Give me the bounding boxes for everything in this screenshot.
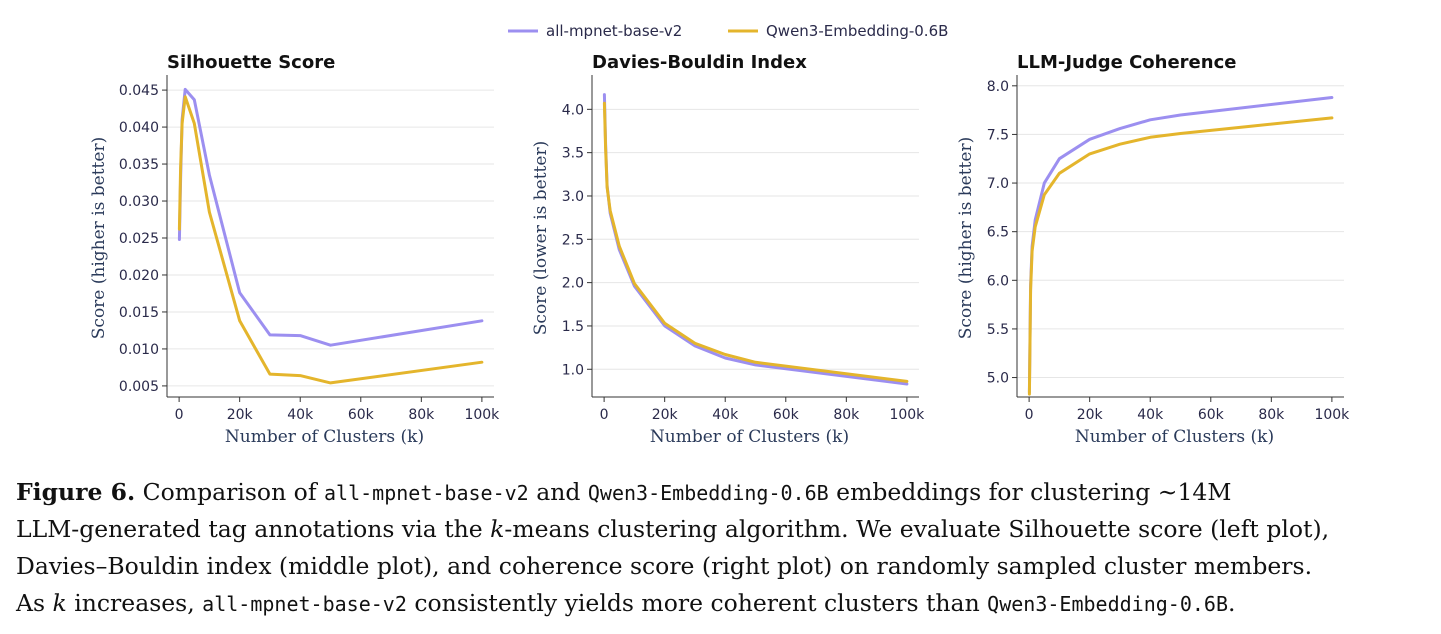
x-tick-label: 100k [889, 407, 925, 423]
series-line-1 [177, 87, 484, 347]
caption-line-2: LLM-generated tag annotations via the k-… [16, 511, 1428, 548]
panel-title: LLM-Judge Coherence [1017, 52, 1236, 73]
y-tick-label: 2.0 [562, 276, 584, 292]
x-tick-label: 60k [348, 407, 375, 423]
x-tick-label: 80k [408, 407, 435, 423]
x-tick-label: 80k [1258, 407, 1285, 423]
x-tick-label: 20k [1077, 407, 1104, 423]
series-line-2 [1027, 116, 1334, 396]
caption-segment: increases, [66, 589, 203, 617]
y-tick-label: 0.010 [119, 342, 159, 358]
y-tick-label: 6.5 [987, 225, 1009, 241]
caption-line-4: As k increases, all-mpnet-base-v2 consis… [16, 585, 1428, 622]
y-tick-label: 3.0 [562, 189, 584, 205]
x-tick-label: 100k [464, 407, 500, 423]
legend: all-mpnet-base-v2 Qwen3-Embedding-0.6B [508, 22, 948, 40]
caption-segment: k [52, 589, 67, 617]
y-tick-label: 3.5 [562, 146, 584, 162]
x-tick-label: 20k [227, 407, 254, 423]
y-tick-label: 1.0 [562, 362, 584, 378]
y-tick-label: 5.0 [987, 371, 1009, 387]
panel-title: Silhouette Score [167, 52, 335, 73]
caption-segment: all-mpnet-base-v2 [202, 592, 407, 616]
caption-line-1: Figure 6. Comparison of all-mpnet-base-v… [16, 474, 1428, 511]
coherence-panel: LLM-Judge Coherence 5.0 5.5 6.0 6.5 7.0 7.5 8.0… [956, 52, 1350, 447]
caption-segment: . [1228, 589, 1236, 617]
y-tick-label: 2.5 [562, 232, 584, 248]
y-axis-label: Score (lower is better) [531, 141, 551, 335]
y-axis-label: Score (higher is better) [956, 137, 976, 339]
y-tick-label: 6.0 [987, 273, 1009, 289]
caption-segment: Davies–Bouldin index (middle plot), and … [16, 552, 1313, 580]
y-tick-label: 5.5 [987, 322, 1009, 338]
x-tick-label: 80k [833, 407, 860, 423]
davies-bouldin-panel: Davies-Bouldin Index 1.0 1.5 2.0 2.5 3.0 3.5 4.… [531, 52, 925, 447]
figure-canvas: all-mpnet-base-v2 Qwen3-Embedding-0.6B S… [89, 22, 1350, 447]
y-tick-label: 0.005 [119, 379, 159, 395]
y-tick-label: 0.025 [119, 231, 159, 247]
y-tick-label: 0.035 [119, 157, 159, 173]
figure-caption: Figure 6. Comparison of all-mpnet-base-v… [16, 474, 1428, 622]
figure: all-mpnet-base-v2 Qwen3-Embedding-0.6B S… [89, 22, 1350, 447]
caption-segment: Qwen3-Embedding-0.6B [987, 592, 1228, 616]
y-axis-label: Score (higher is better) [89, 137, 109, 339]
series-line-1 [1027, 96, 1334, 394]
caption-segment: all-mpnet-base-v2 [324, 481, 529, 505]
y-tick-label: 0.030 [119, 194, 159, 210]
y-tick-label: 7.0 [987, 176, 1009, 192]
x-axis-label: Number of Clusters (k) [650, 427, 849, 447]
caption-segment: k [490, 515, 505, 543]
series-line-2 [602, 101, 909, 383]
y-tick-label: 1.5 [562, 319, 584, 335]
x-axis-label: Number of Clusters (k) [225, 427, 424, 447]
x-tick-label: 40k [712, 407, 739, 423]
x-tick-label: 60k [1198, 407, 1225, 423]
caption-segment: Figure 6. [16, 478, 136, 506]
silhouette-panel: Silhouette Score 0.005 0.010 0.015 0.020 0.02… [89, 52, 500, 447]
caption-segment: Qwen3-Embedding-0.6B [587, 481, 829, 505]
y-tick-label: 0.040 [119, 120, 159, 136]
legend-label-series1: all-mpnet-base-v2 [546, 22, 682, 40]
y-tick-label: 8.0 [987, 79, 1009, 95]
y-tick-label: 0.020 [119, 268, 159, 284]
caption-segment: As [16, 589, 53, 617]
x-tick-label: 0 [600, 407, 609, 423]
x-tick-label: 20k [652, 407, 679, 423]
series-line-2 [177, 95, 484, 385]
x-tick-label: 60k [773, 407, 800, 423]
x-tick-label: 0 [175, 407, 184, 423]
x-tick-label: 40k [1137, 407, 1164, 423]
caption-segment: and [528, 478, 588, 506]
y-tick-label: 4.0 [562, 102, 584, 118]
x-tick-label: 100k [1314, 407, 1350, 423]
x-tick-label: 40k [287, 407, 314, 423]
panel-title: Davies-Bouldin Index [592, 52, 807, 73]
y-tick-label: 0.015 [119, 305, 159, 321]
caption-segment: -means clustering algorithm. We evaluate… [504, 515, 1330, 543]
caption-segment: Comparison of [135, 478, 325, 506]
x-tick-label: 0 [1025, 407, 1034, 423]
caption-line-3: Davies–Bouldin index (middle plot), and … [16, 548, 1428, 585]
y-tick-label: 7.5 [987, 127, 1009, 143]
caption-segment: embeddings for clustering ∼14M [828, 478, 1232, 506]
caption-segment: consistently yields more coherent cluste… [406, 589, 988, 617]
legend-label-series2: Qwen3-Embedding-0.6B [766, 22, 948, 40]
caption-segment: LLM-generated tag annotations via the [16, 515, 491, 543]
x-axis-label: Number of Clusters (k) [1075, 427, 1274, 447]
y-tick-label: 0.045 [119, 83, 159, 99]
